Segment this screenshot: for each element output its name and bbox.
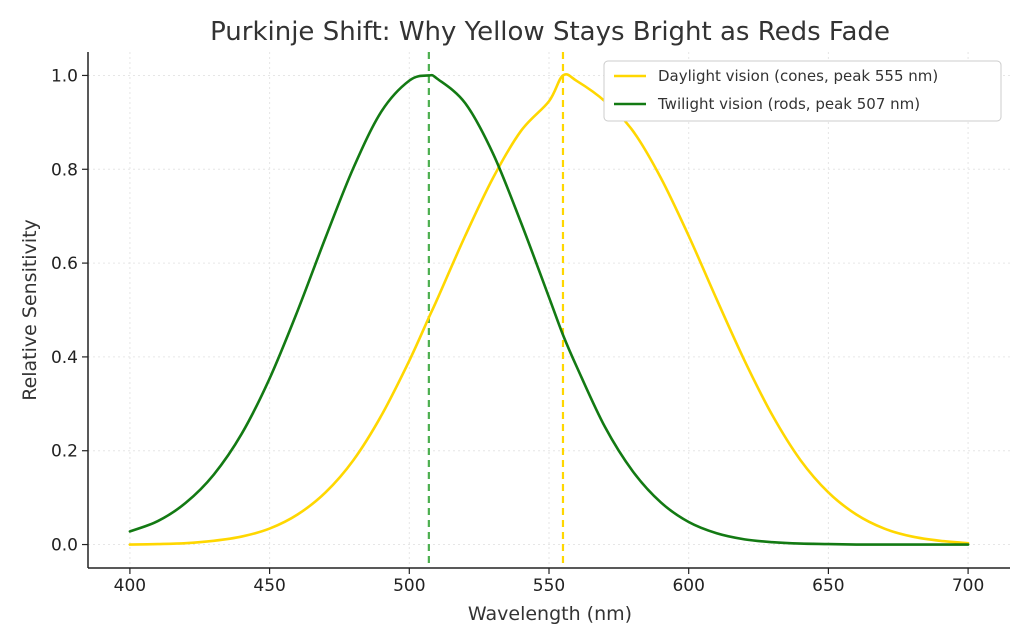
daylight-curve xyxy=(128,73,970,546)
legend-box xyxy=(603,60,1002,122)
x-tick-label-400: 400 xyxy=(114,576,146,596)
y-tick-label-0.6: 0.6 xyxy=(51,254,78,274)
chart-title: Purkinje Shift: Why Yellow Stays Bright … xyxy=(210,17,890,47)
x-tick-label-650: 650 xyxy=(812,576,844,596)
series-lines xyxy=(128,73,970,546)
x-axis-label: Wavelength (nm) xyxy=(468,603,632,625)
x-tick-label-450: 450 xyxy=(253,576,285,596)
reference-lines xyxy=(427,52,565,568)
legend-label-daylight: Daylight vision (cones, peak 555 nm) xyxy=(658,67,938,85)
twilight-curve xyxy=(128,73,970,546)
x-tick-label-550: 550 xyxy=(533,576,565,596)
y-tick-label-0.0: 0.0 xyxy=(51,536,78,556)
y-tick-label-0.4: 0.4 xyxy=(51,348,78,368)
y-tick-label-0.8: 0.8 xyxy=(51,160,78,180)
legend: Daylight vision (cones, peak 555 nm) Twi… xyxy=(603,60,1002,122)
grid xyxy=(88,52,1010,568)
legend-label-twilight: Twilight vision (rods, peak 507 nm) xyxy=(657,95,920,113)
y-tick-label-0.2: 0.2 xyxy=(51,442,78,462)
x-ticks: 400 450 500 550 600 650 700 xyxy=(114,568,984,596)
x-tick-label-600: 600 xyxy=(672,576,704,596)
y-axis-label: Relative Sensitivity xyxy=(19,219,41,401)
y-tick-label-1.0: 1.0 xyxy=(51,66,78,86)
x-tick-label-500: 500 xyxy=(393,576,425,596)
y-ticks: 0.0 0.2 0.4 0.6 0.8 1.0 xyxy=(51,66,88,556)
x-tick-label-700: 700 xyxy=(952,576,984,596)
